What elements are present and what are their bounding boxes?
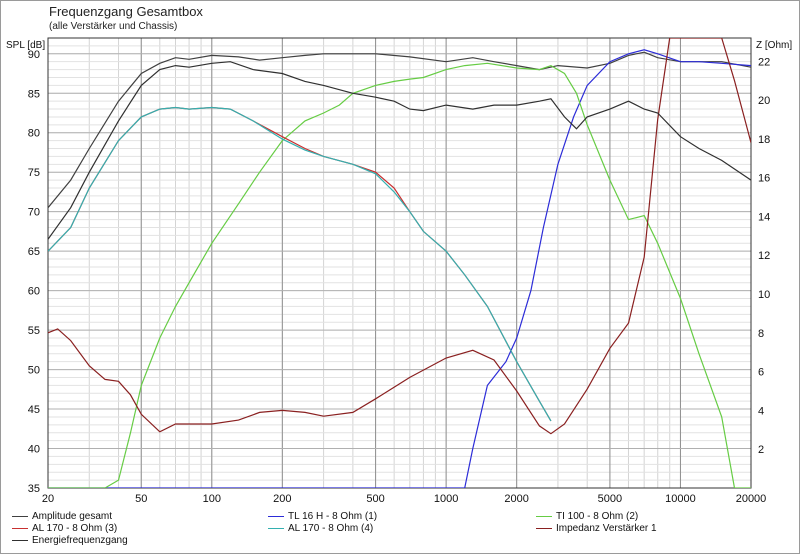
plot-frame [47,37,752,489]
legend-item: Impedanz Verstärker 1 [536,523,657,534]
y2-tick-label: 2 [758,444,764,456]
legend-swatch [268,516,284,517]
y-tick-label: 85 [28,88,40,100]
legend-item: TL 16 H - 8 Ohm (1) [268,511,377,522]
legend-item: AL 170 - 8 Ohm (4) [268,523,373,534]
y2-tick-label: 12 [758,250,770,262]
y2-tick-label: 14 [758,211,770,223]
y-tick-label: 80 [28,128,40,140]
legend-label: AL 170 - 8 Ohm (3) [32,523,118,534]
legend-label: TL 16 H - 8 Ohm (1) [288,511,378,522]
legend-item: TI 100 - 8 Ohm (2) [536,511,638,522]
y-axis-label: SPL [dB] [6,40,45,51]
y2-tick-label: 4 [758,405,764,417]
legend-swatch [536,516,552,517]
legend-item: AL 170 - 8 Ohm (3) [12,523,117,534]
legend-swatch [12,516,28,517]
y-tick-label: 90 [28,49,40,61]
x-tick-label: 50 [135,493,147,505]
y-tick-label: 45 [28,404,40,416]
series-line-5 [48,106,552,422]
x-tick-label: 10000 [665,493,696,505]
series-line-4 [48,106,552,422]
y2-tick-label: 8 [758,328,764,340]
x-tick-label: 500 [366,493,384,505]
x-tick-label: 200 [273,493,291,505]
series-line-1 [48,51,751,209]
y-tick-label: 70 [28,207,40,219]
series-line-7 [48,61,751,240]
legend-label: TI 100 - 8 Ohm (2) [556,511,639,522]
y-tick-label: 55 [28,325,40,337]
legend-label: Amplitude gesamt [32,511,113,522]
legend-label: Impedanz Verstärker 1 [556,523,657,534]
legend-swatch [12,528,28,529]
legend-label: Energiefrequenzgang [32,535,128,546]
y2-tick-label: 16 [758,173,770,185]
legend-item: Amplitude gesamt [12,511,112,522]
x-tick-label: 5000 [598,493,622,505]
x-tick-label: 100 [203,493,221,505]
legend-swatch [268,528,284,529]
x-tick-label: 1000 [434,493,458,505]
y-tick-label: 50 [28,365,40,377]
y2-tick-label: 6 [758,367,764,379]
y-tick-label: 65 [28,246,40,258]
y2-tick-label: 10 [758,289,770,301]
y-tick-label: 40 [28,444,40,456]
series-line-2 [48,49,751,488]
legend-item: Energiefrequenzgang [12,535,128,546]
y2-axis-label: Z [Ohm] [756,40,792,51]
series-line-3 [48,62,751,488]
series-line-6 [48,38,751,435]
y-tick-label: 35 [28,483,40,495]
y-tick-label: 60 [28,286,40,298]
chart-subtitle: (alle Verstärker und Chassis) [49,21,178,32]
x-tick-label: 2000 [504,493,528,505]
legend-swatch [536,528,552,529]
legend-label: AL 170 - 8 Ohm (4) [288,523,374,534]
y2-tick-label: 18 [758,134,770,146]
y2-tick-label: 20 [758,95,770,107]
legend-swatch [12,540,28,541]
y-tick-label: 75 [28,167,40,179]
y2-tick-label: 22 [758,56,770,68]
x-tick-label: 20000 [736,493,767,505]
x-tick-label: 20 [42,493,54,505]
chart-title: Frequenzgang Gesamtbox [49,4,203,19]
